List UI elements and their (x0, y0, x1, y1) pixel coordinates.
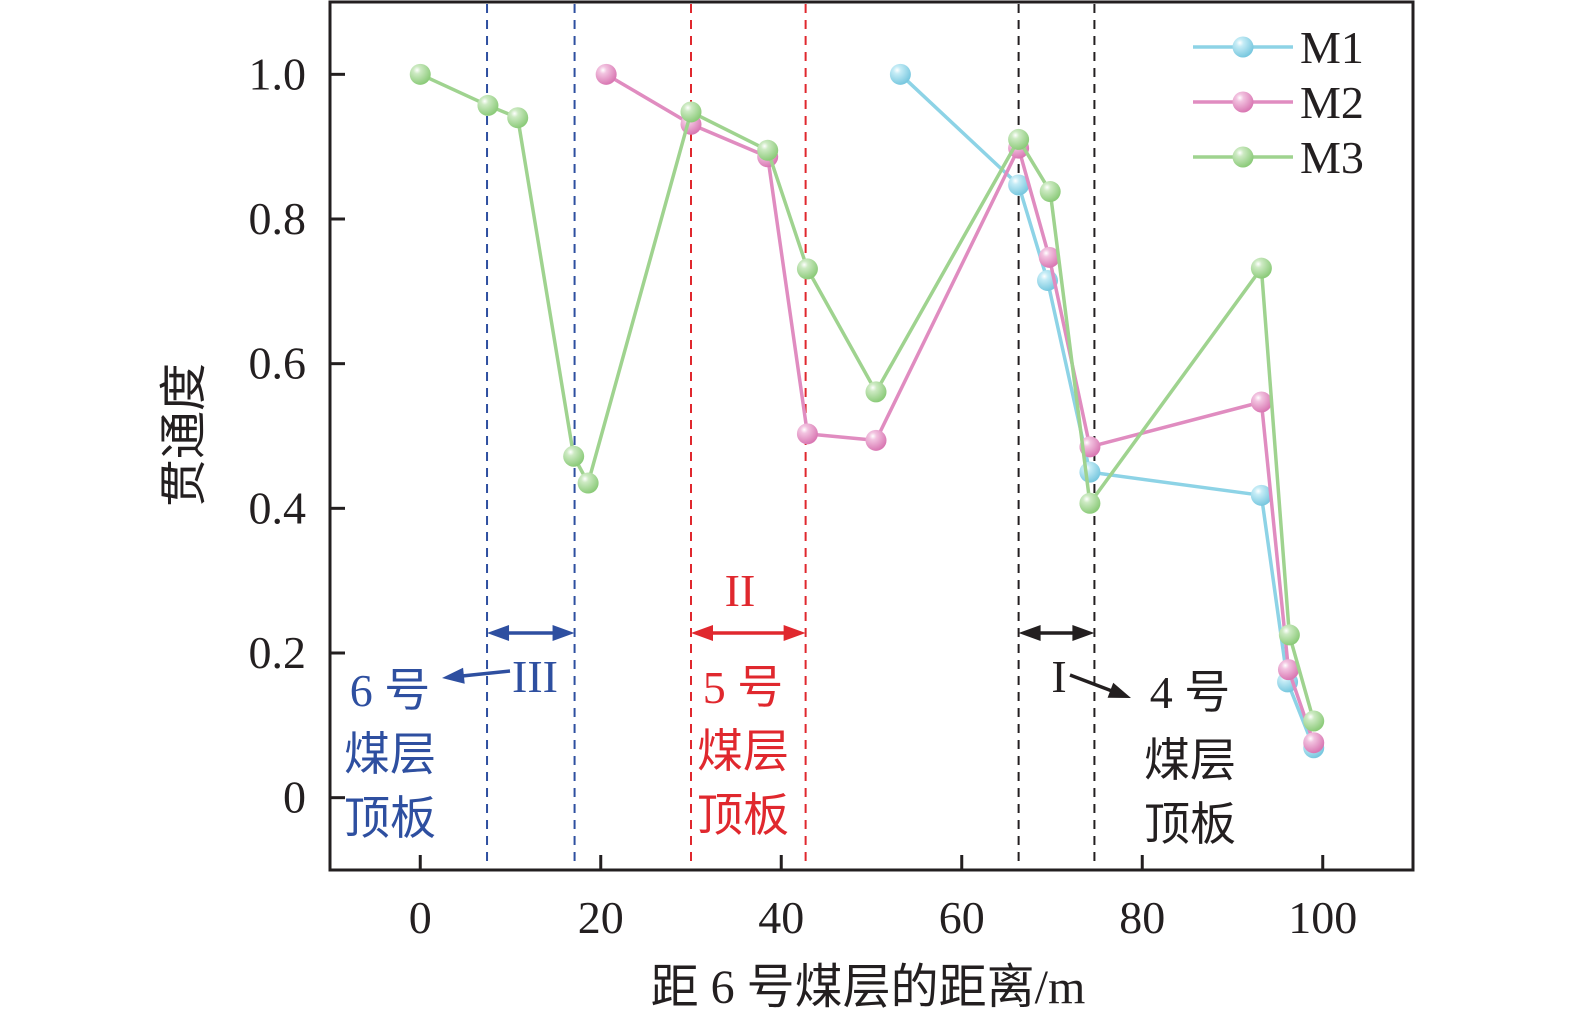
data-point (865, 429, 887, 451)
zone-label: III (512, 651, 558, 702)
legend-label: M3 (1300, 132, 1364, 183)
pointer-arrow-line (1069, 673, 1113, 693)
data-point (757, 139, 779, 161)
data-point (1250, 257, 1272, 279)
arrowhead (552, 625, 575, 641)
series-layer (409, 63, 1325, 759)
legend-label: M1 (1300, 22, 1364, 73)
series-m2 (595, 63, 1325, 754)
axes-layer: 0 20 40 60 80 100 0 0.2 0.4 0.6 0.8 1.0 (249, 0, 1415, 943)
zone-text-line: 顶板 (344, 793, 436, 844)
data-point (1250, 391, 1272, 413)
arrowhead (1107, 682, 1131, 698)
arrowhead (442, 667, 465, 684)
legend-item-m1: M1 (1193, 22, 1364, 73)
data-point (507, 107, 529, 129)
y-axis-title: 贯通度 (158, 363, 211, 507)
y-tick-label: 0.4 (249, 482, 307, 533)
data-point (1303, 732, 1325, 754)
x-tick-label: 60 (939, 892, 985, 943)
legend-label: M2 (1300, 77, 1364, 128)
data-point (680, 101, 702, 123)
data-point (1303, 710, 1325, 732)
legend-marker (1232, 146, 1254, 168)
x-tick-label: 100 (1288, 892, 1357, 943)
arrowhead (1018, 625, 1041, 641)
series-line (605, 72, 1316, 744)
x-tick-label: 40 (758, 892, 804, 943)
data-point (1079, 461, 1101, 483)
series-line (899, 73, 1316, 749)
data-point (563, 445, 585, 467)
legend-marker (1232, 36, 1254, 58)
legend-item-m2: M2 (1193, 77, 1364, 128)
data-point (1039, 181, 1061, 203)
data-point (796, 258, 818, 280)
data-point (477, 94, 499, 116)
data-point (1079, 492, 1101, 514)
zone-text-line: 煤层 (1144, 735, 1236, 786)
zone-text-line: 6 号 (350, 665, 431, 716)
series-m3 (409, 63, 1325, 732)
legend-marker (1232, 91, 1254, 113)
data-point (1008, 128, 1030, 150)
zone-text-line: 煤层 (697, 726, 789, 777)
data-point (409, 63, 431, 85)
arrowhead (783, 625, 806, 641)
y-tick-label: 0.2 (249, 627, 307, 678)
arrowhead (691, 625, 713, 641)
zone-text-line: 煤层 (344, 729, 436, 780)
data-point (1250, 484, 1272, 506)
zone-label: II (725, 565, 756, 616)
y-tick-label: 0.8 (249, 193, 307, 244)
series-line (419, 72, 1316, 722)
data-point (577, 472, 599, 494)
data-point (1277, 659, 1299, 681)
x-tick-label: 80 (1119, 892, 1165, 943)
zone-label: I (1051, 651, 1066, 702)
x-axis-title: 距 6 号煤层的距离/m (651, 961, 1086, 1014)
data-point (595, 63, 617, 85)
zone-layer (486, 4, 1096, 868)
data-point (1278, 624, 1300, 646)
y-tick-label: 1.0 (249, 48, 307, 99)
zone-text-line: 顶板 (697, 790, 789, 841)
data-point (1008, 174, 1030, 196)
zone-text-line: 5 号 (703, 662, 784, 713)
arrowhead (1072, 625, 1095, 641)
legend-item-m3: M3 (1193, 132, 1364, 183)
arrowhead (487, 625, 510, 641)
plot-frame (328, 0, 1415, 872)
x-tick-label: 20 (578, 892, 624, 943)
x-tick-label: 0 (409, 892, 432, 943)
y-tick-label: 0.6 (249, 338, 307, 389)
data-point (1038, 246, 1060, 268)
data-point (889, 63, 911, 85)
data-point (796, 423, 818, 445)
data-point (865, 381, 887, 403)
y-tick-label: 0 (283, 772, 306, 823)
zone-text-line: 顶板 (1144, 799, 1236, 850)
pointer-arrow-line (461, 669, 511, 678)
zone-text-line: 4 号 (1150, 667, 1231, 718)
